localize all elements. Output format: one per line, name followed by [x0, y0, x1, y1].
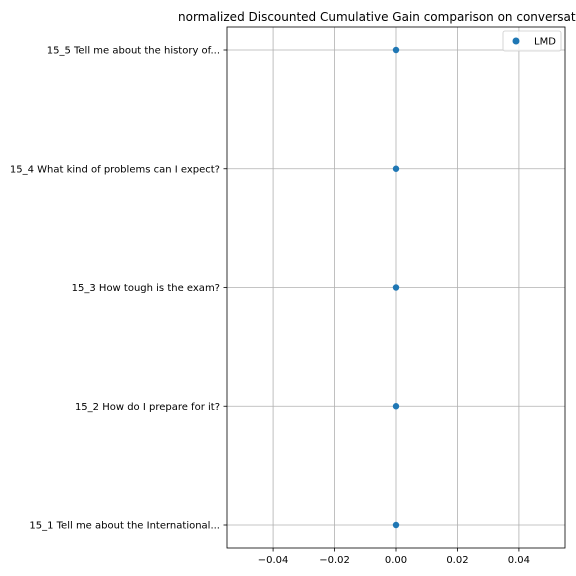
legend: LMD — [502, 30, 562, 52]
y-axis-ticks: 15_1 Tell me about the International... 1… — [10, 46, 227, 532]
scatter-point — [392, 165, 400, 172]
x-tick-label: 0.02 — [446, 555, 468, 566]
x-tick-label: 0.00 — [385, 555, 407, 566]
scatter-point — [392, 46, 400, 54]
y-tick-label: 15_5 Tell me about the history of... — [47, 46, 220, 57]
legend-label-lmd: LMD — [534, 37, 556, 48]
plot-frame — [226, 26, 566, 549]
y-tick-label: 15_4 What kind of problems can I expect? — [10, 164, 220, 175]
x-tick-label: −0.02 — [319, 555, 350, 566]
scatter-point — [392, 284, 400, 291]
y-tick-label: 15_2 How do I prepare for it? — [75, 402, 220, 413]
legend-marker-lmd — [512, 37, 520, 45]
scatter-point — [392, 521, 400, 529]
scatter-point — [392, 403, 400, 410]
x-axis-ticks: −0.04 −0.02 0.00 0.02 0.04 — [258, 548, 530, 566]
y-tick-label: 15_3 How tough is the exam? — [72, 283, 220, 294]
x-tick-label: 0.04 — [508, 555, 530, 566]
scatter-points — [392, 46, 400, 529]
legend-box — [502, 30, 562, 52]
x-tick-label: −0.04 — [258, 555, 289, 566]
y-tick-label: 15_1 Tell me about the International... — [29, 521, 220, 532]
chart-title: normalized Discounted Cumulative Gain co… — [178, 10, 576, 24]
